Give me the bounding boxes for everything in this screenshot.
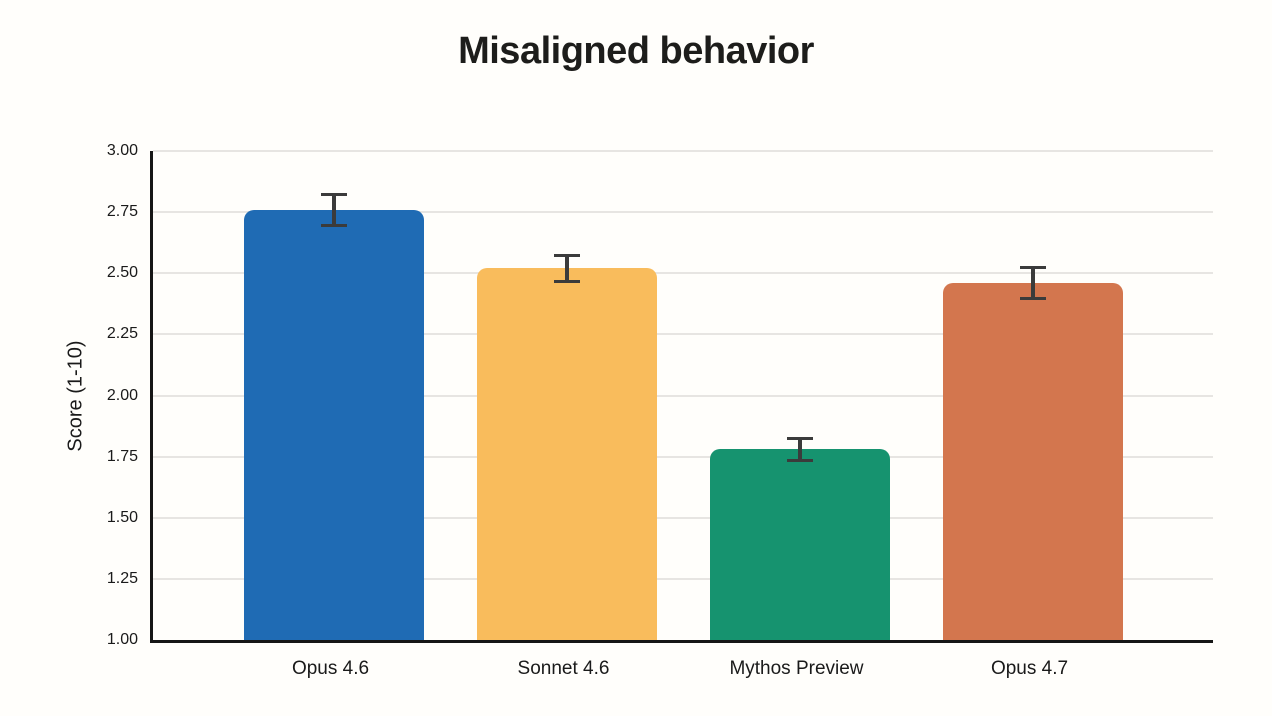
bar-mythos-preview [709,449,890,640]
gridline-1.25 [153,577,1213,580]
error-bar-cap-top-opus-4-7 [1019,265,1046,269]
y-tick-label-1.50: 1.50 [106,508,138,526]
y-tick-label-2.25: 2.25 [106,325,138,343]
gridline-1.50 [153,516,1213,519]
error-bar-opus-4-7 [1030,265,1035,301]
y-tick-label-3.00: 3.00 [106,142,138,159]
error-bar-cap-top-mythos-preview [786,437,813,441]
chart-title: Misaligned behavior [458,30,814,72]
bar-opus-4-7 [942,283,1123,640]
bar-sonnet-4-6 [476,268,657,640]
y-tick-label-2.00: 2.00 [106,386,138,404]
bar-opus-4-6 [243,209,424,640]
gridline-2.75 [153,211,1213,214]
error-bar-cap-bottom-opus-4-7 [1019,297,1046,301]
error-bar-opus-4-6 [331,192,336,227]
gridline-1.75 [153,455,1213,458]
y-tick-label-2.50: 2.50 [106,264,138,282]
error-bar-cap-top-sonnet-4-6 [553,253,580,257]
x-tick-label-mythos-preview: Mythos Preview [729,658,864,679]
gridline-2.00 [153,394,1213,397]
gridline-3.00 [153,150,1213,152]
error-bar-cap-bottom-opus-4-6 [320,223,347,227]
x-tick-label-opus-4-7: Opus 4.7 [990,658,1069,679]
y-tick-label-1.00: 1.00 [106,631,138,648]
error-bar-mythos-preview [797,437,802,462]
x-tick-label-sonnet-4-6: Sonnet 4.6 [517,658,610,679]
x-tick-label-opus-4-6: Opus 4.6 [291,658,370,679]
gridline-2.50 [153,272,1213,275]
error-bar-cap-bottom-sonnet-4-6 [553,280,580,284]
error-bar-cap-top-opus-4-6 [320,192,347,196]
error-bar-sonnet-4-6 [564,253,569,284]
y-tick-label-1.25: 1.25 [106,569,138,587]
gridline-2.25 [153,333,1213,336]
y-tick-label-1.75: 1.75 [106,447,138,465]
error-bar-cap-bottom-mythos-preview [786,458,813,462]
y-tick-label-2.75: 2.75 [106,203,138,221]
plot-area [150,150,1213,643]
